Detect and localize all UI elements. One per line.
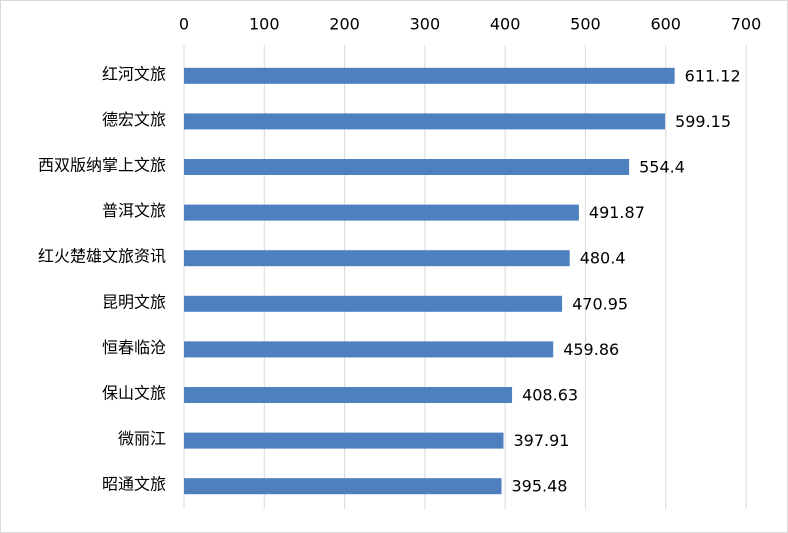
x-tick-label: 300 [410,15,441,34]
y-tick-label: 红火楚雄文旅资讯 [38,247,166,266]
bar [184,478,502,495]
x-tick-label: 0 [179,15,189,34]
value-label: 397.91 [513,431,569,450]
y-tick-label: 西双版纳掌上文旅 [38,156,166,175]
bar [184,295,563,312]
value-label: 459.86 [563,340,619,359]
value-label: 599.15 [675,112,731,131]
y-tick-label: 红河文旅 [102,64,166,83]
y-tick-label: 昭通文旅 [102,475,166,494]
bar [184,204,579,221]
y-tick-label: 昆明文旅 [102,292,166,311]
bar [184,341,554,358]
y-tick-label: 德宏文旅 [102,110,166,129]
x-tick-label: 100 [249,15,280,34]
value-label: 611.12 [685,66,741,85]
bar [184,432,504,449]
bar [184,67,675,84]
bar [184,159,630,175]
x-tick-label: 400 [490,15,521,34]
x-tick-label: 700 [731,15,762,34]
y-tick-label: 微丽江 [118,429,166,448]
value-label: 408.63 [522,386,578,405]
x-tick-label: 200 [329,15,360,34]
value-label: 554.4 [639,158,685,177]
y-tick-label: 保山文旅 [102,384,166,403]
value-label: 470.95 [572,294,628,313]
bar [184,387,513,403]
x-tick-label: 600 [650,15,681,34]
y-tick-label: 恒春临沧 [102,338,166,357]
y-tick-label: 普洱文旅 [102,201,166,220]
bar [184,113,666,130]
x-tick-label: 500 [570,15,601,34]
bar [184,250,570,267]
value-label: 395.48 [512,477,568,496]
value-label: 480.4 [580,249,626,268]
value-label: 491.87 [589,203,645,222]
